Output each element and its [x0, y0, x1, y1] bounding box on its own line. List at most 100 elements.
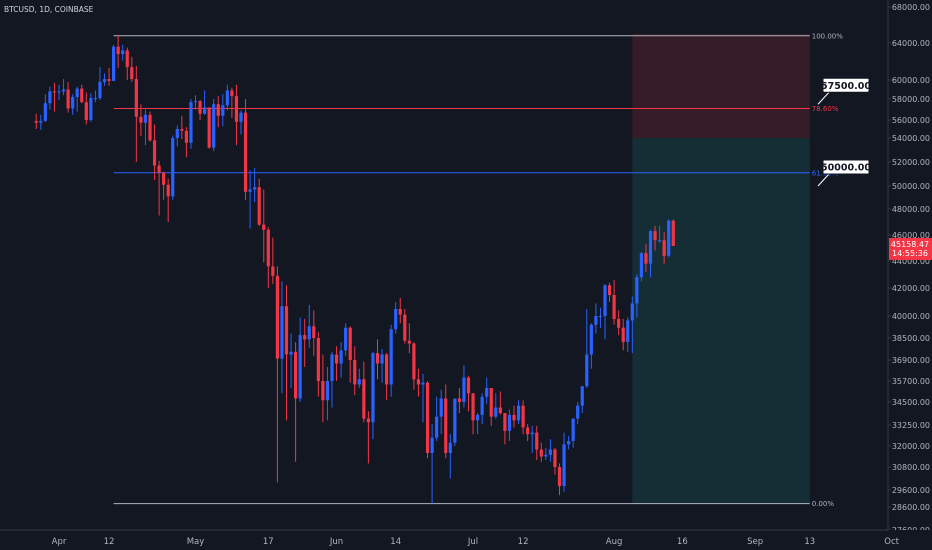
last-price-tag: 45158.47 14:55:36 — [889, 237, 932, 260]
candle — [303, 318, 307, 367]
candle-body — [516, 405, 521, 421]
stop-zone[interactable] — [632, 34, 810, 138]
candle-body — [526, 427, 530, 435]
candle — [198, 100, 202, 120]
candle-body — [334, 354, 339, 364]
candle — [171, 135, 175, 200]
candle — [307, 304, 311, 348]
candle-body — [353, 360, 357, 385]
price-tick-label: 68000.00 — [892, 3, 930, 12]
candle-body — [257, 187, 261, 225]
candle-body — [598, 316, 603, 317]
candle-body — [139, 116, 143, 123]
candle — [193, 95, 198, 110]
candle — [567, 435, 571, 450]
candle-body — [416, 379, 421, 385]
candle — [667, 219, 671, 258]
candle — [166, 178, 170, 222]
candle-body — [639, 253, 643, 278]
candle-body — [152, 140, 157, 166]
callout-box[interactable] — [822, 159, 870, 175]
candle — [594, 303, 598, 334]
candle-body — [457, 398, 461, 402]
candle-body — [66, 89, 70, 109]
target-zone-area[interactable] — [632, 138, 810, 504]
candle — [203, 90, 207, 115]
price-tick-label: 33250.00 — [892, 421, 930, 430]
price-callout[interactable]: 50000.00 — [817, 159, 871, 187]
time-tick-label: 12 — [518, 537, 529, 547]
price-tick-label: 60000.00 — [892, 76, 930, 85]
candle-body — [485, 388, 489, 397]
candle-body — [121, 50, 125, 55]
candle — [334, 346, 339, 381]
candle — [157, 160, 161, 216]
time-tick-label: 13 — [804, 537, 815, 547]
candle-body — [57, 91, 61, 93]
candle — [71, 94, 75, 115]
price-callouts[interactable]: 57500.00 50000.00 — [817, 77, 871, 187]
candle-body — [294, 351, 298, 399]
candle — [52, 82, 57, 112]
candle-body — [34, 120, 38, 123]
price-callout[interactable]: 57500.00 — [817, 77, 871, 105]
callout-pointer — [817, 91, 830, 105]
callout-box[interactable] — [822, 77, 870, 93]
candle-body — [535, 432, 539, 450]
candle-body — [562, 444, 566, 487]
candle — [444, 384, 448, 459]
candle — [489, 388, 493, 426]
candle-body — [653, 231, 657, 241]
candle — [175, 125, 179, 147]
candle-body — [193, 101, 198, 103]
candle — [603, 283, 607, 340]
candle — [125, 47, 129, 80]
candle — [262, 189, 266, 263]
candle-body — [357, 379, 361, 385]
candle-body — [52, 91, 57, 93]
candle — [457, 388, 461, 414]
target-zone[interactable] — [632, 34, 810, 504]
candle — [116, 35, 120, 68]
candle — [526, 424, 530, 441]
candle-body — [617, 318, 621, 328]
candle-body — [589, 324, 593, 355]
candle — [385, 353, 389, 401]
candle — [462, 365, 466, 408]
time-axis[interactable]: Apr 12 May 17 Jun 14 Jul 12 Aug 16 Sep 13 Oct — [0, 529, 932, 550]
candle — [439, 389, 443, 435]
candle — [435, 396, 439, 441]
candle — [339, 342, 343, 378]
candle-body — [553, 449, 557, 467]
fib-retracement[interactable]: 100.00%78.60%61.80%0.00% — [113, 32, 844, 508]
candle-body — [635, 277, 639, 304]
candle-body — [585, 354, 589, 387]
price-axis[interactable]: 27600.0028600.0029600.0030800.0032000.00… — [887, 0, 932, 550]
candle — [148, 111, 152, 142]
candle-body — [412, 343, 416, 380]
callout-label: 50000.00 — [821, 163, 871, 174]
candle — [98, 67, 102, 101]
candle-body — [107, 79, 111, 81]
candle-body — [453, 398, 457, 443]
candle — [653, 225, 657, 251]
candle-body — [557, 467, 562, 487]
price-tick-label: 42000.00 — [892, 284, 930, 293]
candle — [617, 310, 621, 336]
candle-body — [612, 295, 616, 319]
time-tick-label: Oct — [884, 537, 899, 547]
candle-body — [421, 382, 425, 385]
candle — [648, 229, 653, 278]
time-tick-label: 16 — [677, 537, 688, 547]
candle — [403, 309, 407, 344]
candle-body — [39, 120, 43, 123]
candle-body — [271, 266, 275, 276]
price-axis-ticks: 27600.0028600.0029600.0030800.0032000.00… — [888, 3, 930, 535]
candle — [571, 418, 575, 448]
last-price-value: 45158.47 — [891, 240, 929, 249]
candle-body — [398, 309, 402, 315]
candle — [248, 170, 252, 229]
candle — [544, 447, 548, 460]
candle-body — [471, 393, 475, 421]
